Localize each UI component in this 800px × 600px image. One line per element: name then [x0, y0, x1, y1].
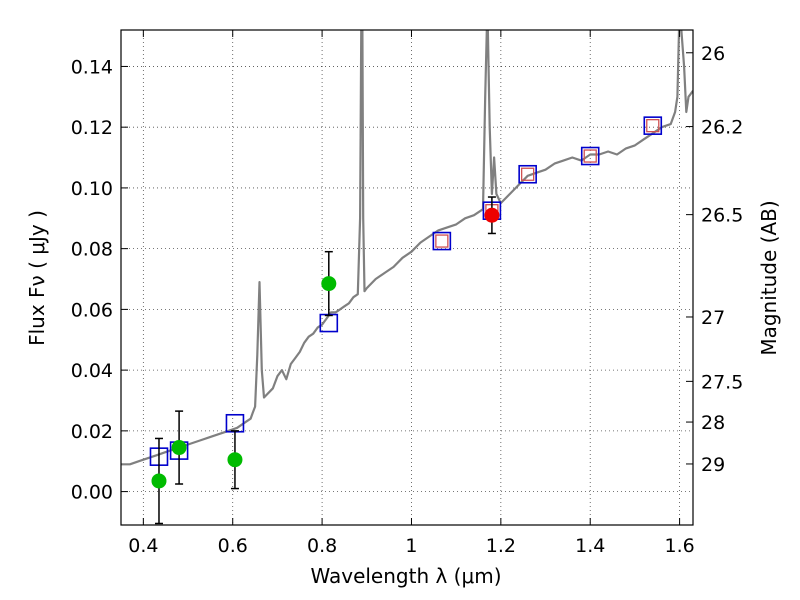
x-tick-label: 1	[405, 535, 417, 557]
x-tick-label: 0.4	[128, 535, 158, 557]
y2-tick-label: 26.5	[701, 205, 743, 227]
observed-optical-point	[227, 452, 243, 468]
x-tick-label: 1.2	[486, 535, 516, 557]
y2-axis-label: Magnitude (AB)	[757, 200, 781, 355]
y2-tick-label: 26	[701, 43, 725, 65]
model-point	[518, 164, 537, 184]
y-tick-label: 0.02	[71, 421, 113, 443]
y-tick-label: 0.00	[71, 482, 113, 504]
observed-ir-point	[484, 207, 500, 223]
grid-lines	[121, 30, 693, 525]
y2-tick-label: 27	[701, 307, 725, 329]
observed-optical-point	[171, 440, 187, 456]
errorbars-group	[154, 196, 496, 525]
model-point	[643, 116, 663, 135]
y-tick-label: 0.14	[71, 56, 113, 78]
plot-frame	[120, 29, 694, 526]
model-spectrum-line	[121, 30, 693, 466]
observed-optical-point	[151, 473, 167, 489]
y-ticks: 0.00 0.02 0.04 0.06 0.08 0.10 0.12 0.14	[71, 56, 128, 504]
y-tick-label: 0.12	[71, 117, 113, 139]
model-point	[432, 231, 452, 251]
y2-ticks: 26 26.2 26.5 27 27.5 28 29	[686, 43, 743, 476]
observed-points-group	[151, 207, 500, 489]
x-tick-label: 1.4	[575, 535, 605, 557]
y-tick-label: 0.08	[71, 239, 113, 261]
x-tick-label: 1.6	[664, 535, 694, 557]
x-tick-label: 0.8	[307, 535, 337, 557]
x-axis-label: Wavelength λ (μm)	[310, 564, 501, 588]
model-point	[580, 146, 600, 166]
model-point-inner	[521, 167, 535, 181]
y2-tick-label: 28	[701, 412, 725, 434]
model-point-inner	[646, 119, 660, 133]
y-axis-label: Flux Fν ( μJy )	[25, 210, 49, 346]
y2-tick-label: 27.5	[701, 371, 743, 393]
y2-tick-label: 26.2	[701, 117, 743, 139]
observed-optical-point	[321, 276, 337, 292]
x-tick-label: 0.6	[218, 535, 248, 557]
y-tick-label: 0.10	[71, 178, 113, 200]
model-spectrum-group	[121, 30, 693, 466]
y2-tick-label: 29	[701, 454, 725, 476]
y-tick-label: 0.06	[71, 299, 113, 321]
model-photometry-group	[149, 116, 663, 466]
y-tick-label: 0.04	[71, 360, 113, 382]
model-point-inner	[583, 149, 597, 163]
x-ticks: 0.4 0.6 0.8 1 1.2 1.4 1.6	[128, 30, 695, 557]
model-point-inner	[435, 234, 449, 248]
